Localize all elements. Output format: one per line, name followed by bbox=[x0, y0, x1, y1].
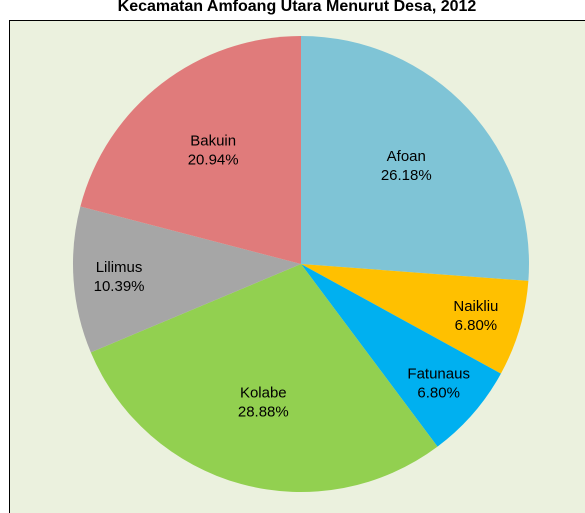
slice-label: Naikliu bbox=[453, 298, 498, 315]
slice-label: Lilimus bbox=[96, 259, 143, 276]
value-label: 26.18% bbox=[381, 167, 432, 184]
value-label: 20.94% bbox=[188, 151, 239, 168]
pie-slice bbox=[301, 36, 529, 281]
pie-slice bbox=[90, 264, 438, 492]
value-label: 28.88% bbox=[238, 404, 289, 421]
slice-label: Kolabe bbox=[240, 385, 287, 402]
pie-slice bbox=[72, 206, 301, 353]
pie-slice bbox=[301, 264, 529, 374]
slice-label: Fatunaus bbox=[407, 366, 470, 383]
value-label: 6.80% bbox=[455, 317, 498, 334]
value-label: 10.39% bbox=[94, 278, 145, 295]
pie-slice bbox=[80, 36, 302, 264]
slice-label: Afoan bbox=[387, 148, 426, 165]
slice-label: Bakuin bbox=[190, 132, 236, 149]
value-label: 6.80% bbox=[417, 385, 460, 402]
pie-slice bbox=[301, 264, 501, 447]
chart-title: Kecamatan Amfoang Utara Menurut Desa, 20… bbox=[118, 0, 477, 15]
